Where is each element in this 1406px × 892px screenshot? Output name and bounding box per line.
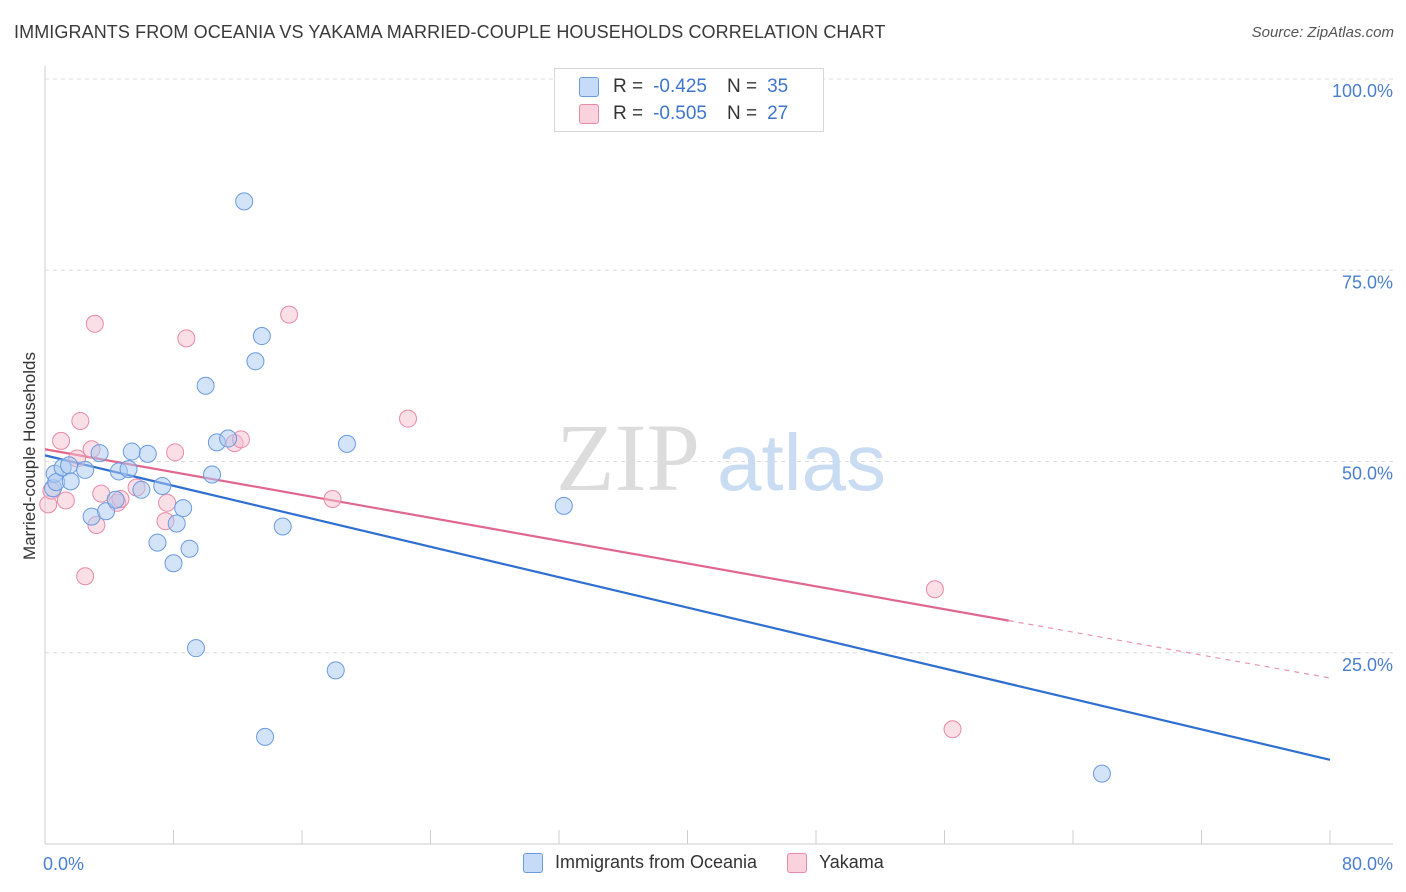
data-point-oceania bbox=[196, 376, 215, 395]
data-point-oceania bbox=[132, 480, 151, 499]
data-point-oceania bbox=[326, 661, 345, 680]
trend-line-yakama-extension bbox=[1008, 620, 1331, 679]
data-point-oceania bbox=[337, 434, 356, 453]
swatch-oceania bbox=[523, 852, 543, 873]
legend-label-yakama: Yakama bbox=[819, 852, 884, 872]
n-label: N = bbox=[726, 103, 758, 124]
n-value: 27 bbox=[767, 103, 789, 124]
data-point-yakama bbox=[71, 411, 90, 430]
legend-row-yakama: R = -0.505 N = 27 bbox=[579, 101, 788, 127]
data-point-yakama bbox=[56, 491, 75, 510]
correlation-legend: R = -0.425 N = 35 R = -0.505 N = 27 bbox=[554, 68, 824, 132]
data-point-yakama bbox=[177, 329, 196, 348]
data-point-oceania bbox=[164, 554, 183, 573]
data-point-yakama bbox=[76, 567, 95, 586]
legend-label-oceania: Immigrants from Oceania bbox=[555, 852, 758, 872]
r-value: -0.425 bbox=[653, 76, 707, 97]
data-point-yakama bbox=[158, 493, 177, 512]
data-point-oceania bbox=[246, 352, 265, 371]
series-legend: Immigrants from Oceania Yakama bbox=[523, 852, 914, 873]
trend-line-oceania bbox=[44, 454, 1331, 761]
data-point-oceania bbox=[106, 490, 125, 509]
data-point-yakama bbox=[943, 720, 962, 739]
data-point-yakama bbox=[925, 580, 944, 599]
data-point-oceania bbox=[119, 460, 138, 479]
data-point-yakama bbox=[399, 409, 418, 428]
data-point-oceania bbox=[180, 539, 199, 558]
chart-title: IMMIGRANTS FROM OCEANIA VS YAKAMA MARRIE… bbox=[14, 22, 886, 42]
n-value: 35 bbox=[767, 76, 789, 97]
data-point-oceania bbox=[76, 460, 95, 479]
n-label: N = bbox=[726, 76, 758, 97]
source-credit: Source: ZipAtlas.com bbox=[1252, 24, 1394, 41]
data-point-yakama bbox=[280, 305, 299, 324]
data-point-oceania bbox=[122, 442, 141, 461]
grid-lines bbox=[45, 78, 1393, 654]
data-point-oceania bbox=[273, 517, 292, 536]
data-point-oceania bbox=[174, 499, 193, 518]
data-point-oceania bbox=[97, 502, 116, 521]
watermark: ZIP atlas bbox=[556, 404, 886, 511]
legend-item-yakama[interactable]: Yakama bbox=[787, 852, 884, 873]
legend-row-oceania: R = -0.425 N = 35 bbox=[579, 74, 788, 100]
data-point-yakama bbox=[166, 443, 185, 462]
source-value: ZipAtlas.com bbox=[1307, 24, 1394, 41]
data-point-oceania bbox=[235, 192, 254, 211]
data-point-oceania bbox=[60, 456, 79, 475]
data-points bbox=[39, 192, 1111, 783]
x-tick-label: 0.0% bbox=[43, 854, 84, 874]
y-tick-label: 100.0% bbox=[1332, 81, 1393, 101]
data-point-yakama bbox=[85, 314, 104, 333]
data-point-oceania bbox=[219, 429, 238, 448]
data-point-oceania bbox=[256, 727, 275, 746]
source-label: Source: bbox=[1251, 24, 1304, 41]
watermark-atlas: atlas bbox=[717, 418, 886, 507]
data-point-oceania bbox=[90, 444, 109, 463]
data-point-oceania bbox=[138, 444, 157, 463]
legend-item-oceania[interactable]: Immigrants from Oceania bbox=[523, 852, 757, 873]
data-point-oceania bbox=[61, 472, 80, 491]
data-point-oceania bbox=[252, 327, 271, 346]
data-point-oceania bbox=[186, 639, 205, 658]
r-label: R = bbox=[613, 103, 644, 124]
swatch-yakama bbox=[787, 852, 808, 873]
swatch-yakama bbox=[579, 104, 599, 124]
r-value: -0.505 bbox=[653, 103, 707, 124]
r-label: R = bbox=[613, 76, 644, 97]
data-point-oceania bbox=[153, 476, 172, 495]
y-tick-label: 25.0% bbox=[1342, 655, 1393, 675]
data-point-yakama bbox=[323, 489, 342, 508]
data-point-oceania bbox=[148, 533, 167, 552]
y-tick-label: 75.0% bbox=[1342, 272, 1393, 292]
data-point-oceania bbox=[167, 514, 186, 533]
axis-labels: Married-couple Households 25.0% 50.0% 75.0… bbox=[20, 81, 1393, 874]
data-point-oceania bbox=[554, 496, 573, 515]
data-point-oceania bbox=[1092, 764, 1111, 783]
watermark-zip: ZIP bbox=[556, 404, 700, 511]
y-axis-label: Married-couple Households bbox=[20, 352, 39, 560]
swatch-oceania bbox=[579, 77, 599, 97]
data-point-oceania bbox=[203, 465, 222, 484]
y-tick-label: 50.0% bbox=[1342, 464, 1393, 484]
data-point-yakama bbox=[52, 431, 71, 450]
x-tick-label: 80.0% bbox=[1342, 854, 1393, 874]
axes bbox=[44, 66, 1393, 845]
